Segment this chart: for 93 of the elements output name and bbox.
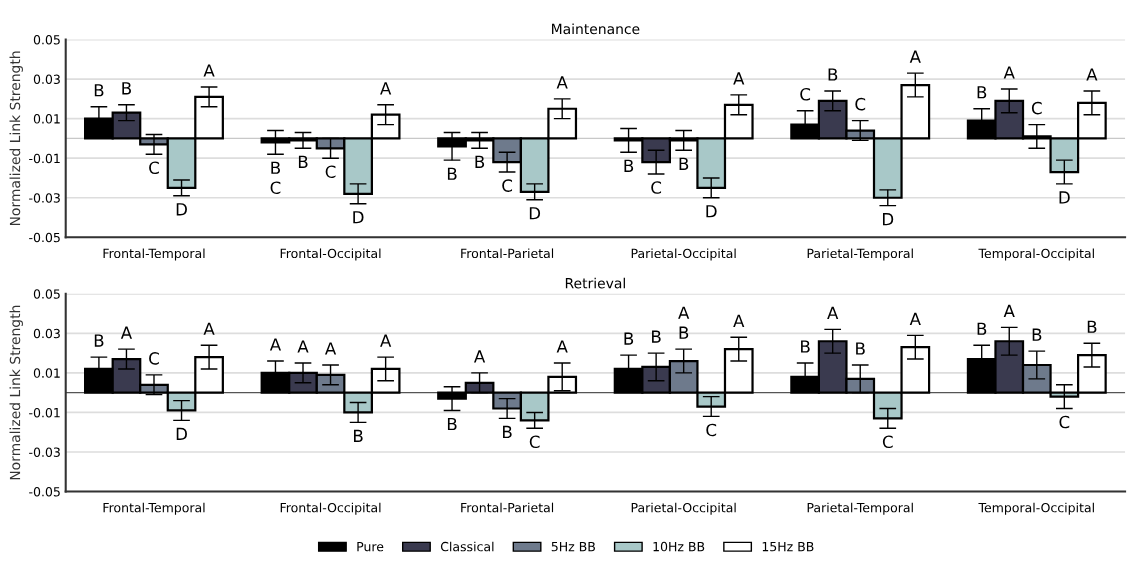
data-label: C [1031, 101, 1042, 115]
data-label: D [529, 207, 541, 220]
data-label: B [1087, 320, 1097, 333]
y-tick-label: 0.01 [33, 368, 60, 378]
legend-label: Pure [357, 542, 384, 552]
data-label: B [977, 86, 987, 99]
x-tick-label: Frontal-Parietal [461, 502, 554, 513]
x-tick-label: Frontal-Occipital [280, 502, 381, 515]
data-label: A [269, 338, 282, 351]
y-axis-title: Normalized Link Strength [9, 51, 23, 226]
data-label: A [909, 312, 921, 325]
legend-label: Classical [440, 541, 494, 552]
data-label: A [556, 76, 568, 89]
data-label: A [203, 64, 215, 77]
data-label: C [325, 165, 336, 179]
data-label: B [503, 425, 512, 438]
x-tick-label: Parietal-Occipital [631, 248, 736, 261]
data-label: B [354, 429, 363, 442]
data-label: C [855, 97, 866, 111]
data-label: A [380, 82, 392, 95]
chart-title: Retrieval [565, 277, 625, 289]
data-label: D [706, 205, 717, 218]
x-tick-label: Temporal-Occipital [978, 248, 1094, 261]
data-label: D [882, 213, 894, 226]
x-tick-label: Frontal-Temporal [103, 248, 205, 261]
chart-title: Maintenance [552, 23, 640, 35]
data-label: A [474, 350, 486, 363]
y-tick-label: -0.01 [29, 153, 60, 164]
data-label: C [149, 352, 159, 365]
x-tick-label: Parietal-Temporal [807, 248, 913, 261]
data-label: B C [270, 161, 281, 195]
data-label: A [297, 340, 309, 353]
data-label: A [120, 326, 133, 339]
data-label: B [94, 334, 104, 347]
data-label: A B [678, 306, 690, 339]
y-tick-label: 0.01 [33, 114, 60, 124]
data-label: D [176, 203, 187, 216]
data-label: C [529, 435, 540, 449]
data-label: B [679, 157, 689, 170]
data-label: B [856, 342, 865, 355]
legend-label: 10Hz BB [653, 541, 705, 552]
data-label: C [706, 423, 717, 437]
y-tick-label: 0.05 [33, 289, 60, 299]
data-label: C [882, 435, 893, 449]
data-label: A [1003, 304, 1015, 318]
data-label: C [149, 161, 159, 175]
data-label: B [977, 322, 987, 335]
y-tick-label: 0.03 [33, 328, 60, 339]
data-label: D [176, 427, 187, 440]
data-label: A [203, 322, 215, 335]
y-tick-label: -0.01 [29, 407, 60, 418]
data-label: C [1059, 415, 1070, 429]
data-label: A [1086, 68, 1098, 81]
data-label: B [475, 155, 485, 168]
y-tick-label: -0.03 [29, 193, 60, 203]
data-label: A [1003, 66, 1015, 79]
data-label: B [1032, 328, 1042, 341]
data-label: A [380, 334, 392, 347]
y-tick-label: 0.03 [33, 74, 60, 85]
y-axis-title: Normalized Link Strength [9, 305, 23, 480]
data-label: C [651, 181, 662, 194]
data-label: B [447, 417, 457, 431]
x-tick-label: Temporal-Occipital [978, 502, 1094, 515]
y-tick-label: 0.05 [33, 35, 60, 45]
data-label: B [122, 82, 131, 95]
data-label: A [324, 342, 337, 355]
legend-label: 15Hz BB [762, 542, 814, 552]
data-label: D [1059, 191, 1070, 204]
x-tick-label: Parietal-Occipital [631, 502, 736, 515]
data-label: B [447, 167, 457, 180]
data-label: C [502, 179, 513, 192]
y-tick-label: -0.05 [29, 232, 60, 243]
data-label: B [801, 340, 810, 353]
data-label: B [298, 155, 308, 168]
legend-label: 5Hz BB [551, 542, 595, 552]
x-tick-label: Frontal-Temporal [103, 502, 205, 515]
x-tick-label: Frontal-Parietal [461, 248, 554, 259]
x-tick-label: Frontal-Occipital [280, 248, 381, 261]
y-tick-label: -0.03 [29, 447, 60, 457]
data-label: B [652, 330, 661, 343]
data-label: B [828, 68, 838, 81]
data-label: A [733, 314, 745, 327]
data-label: A [733, 72, 745, 85]
data-label: B [94, 84, 104, 97]
data-label: A [909, 50, 921, 63]
y-tick-label: -0.05 [29, 487, 60, 497]
data-label: D [353, 211, 364, 224]
data-label: A [827, 306, 839, 319]
data-label: B [624, 332, 634, 345]
x-tick-label: Parietal-Temporal [807, 502, 913, 515]
data-label: A [556, 340, 568, 353]
data-label: C [800, 87, 811, 101]
data-label: B [624, 159, 634, 172]
